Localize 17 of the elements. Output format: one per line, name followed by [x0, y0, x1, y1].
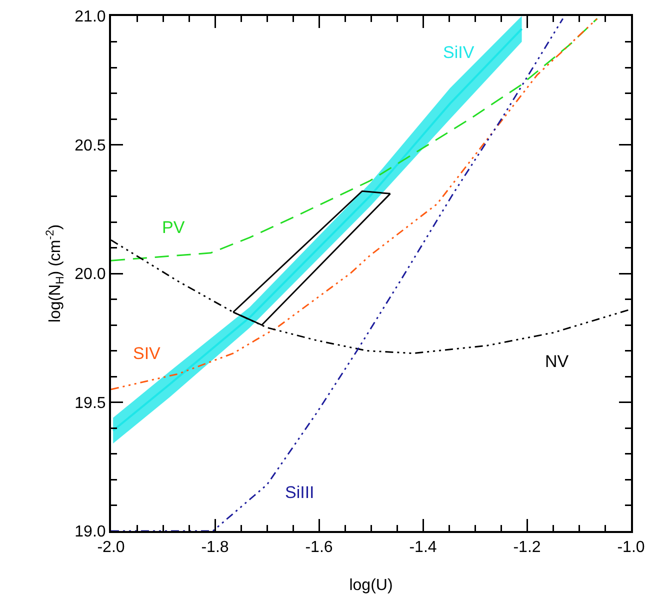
y-tick-label: 19.5 [74, 394, 106, 412]
x-tick-label: -1.8 [201, 539, 229, 556]
series-label: SIV [133, 344, 162, 363]
x-tick-label: -2.0 [97, 539, 125, 556]
series-label: SiIV [443, 43, 475, 62]
series-label: NV [545, 352, 570, 371]
y-tick-label: 21.0 [74, 8, 106, 26]
x-axis-title: log(U) [349, 577, 393, 594]
series-label: PV [162, 218, 186, 237]
y-tick-label: 20.0 [74, 266, 106, 284]
x-tick-label: -1.4 [409, 539, 437, 556]
x-tick-label: -1.2 [513, 539, 541, 556]
y-tick-label: 19.0 [74, 524, 106, 541]
y-tick-label: 20.5 [74, 137, 106, 154]
series-label: SiIII [285, 483, 314, 502]
x-tick-label: -1.6 [305, 539, 333, 556]
x-tick-label: -1.0 [617, 539, 645, 556]
